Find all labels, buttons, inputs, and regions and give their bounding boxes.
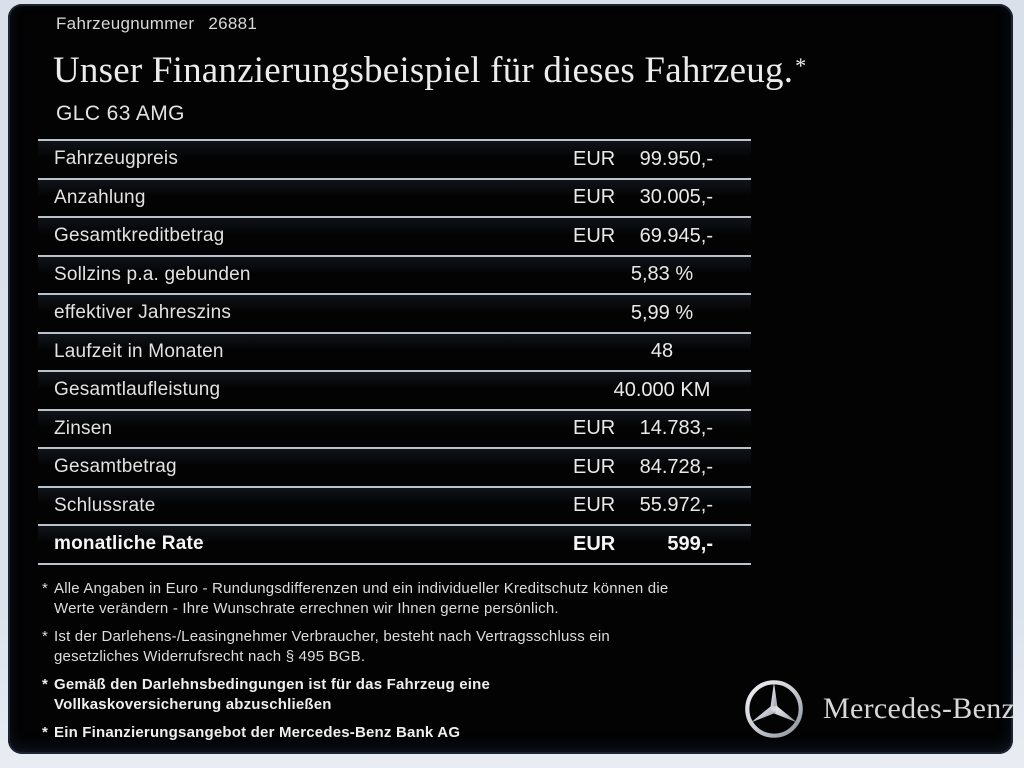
table-row-gesamtbetrag: Gesamtbetrag EUR 84.728,- <box>38 447 751 486</box>
row-label: Gesamtkreditbetrag <box>54 225 225 247</box>
row-value: EUR 599,- <box>573 533 751 556</box>
currency-code: EUR <box>573 532 616 555</box>
row-label: effektiver Jahreszins <box>54 302 232 324</box>
row-value: 5,99 % <box>630 301 694 324</box>
amount: 14.783,- <box>639 417 713 440</box>
table-row-anzahlung: Anzahlung EUR 30.005,- <box>38 177 751 216</box>
table-row-sollzins: Sollzins p.a. gebunden 5,83 % <box>38 254 751 293</box>
row-value: 5,83 % <box>630 263 694 286</box>
footnote-marker: * <box>42 676 48 693</box>
amount: 30.005,- <box>639 186 713 209</box>
currency-code: EUR <box>573 224 616 247</box>
vehicle-number: Fahrzeugnummer 26881 <box>56 13 257 35</box>
footnote-4: * Ein Finanzierungsangebot der Mercedes-… <box>42 723 742 743</box>
vehicle-number-label: Fahrzeugnummer <box>56 14 195 33</box>
amount: 599,- <box>667 532 713 555</box>
row-value: EUR 30.005,- <box>573 186 751 209</box>
row-label: monatliche Rate <box>54 533 204 555</box>
row-value: 40.000 KM <box>613 378 711 401</box>
table-row-zinsen: Zinsen EUR 14.783,- <box>38 408 751 447</box>
footnote-marker: * <box>42 580 48 597</box>
footnote-text: Alle Angaben in Euro - Rundungsdifferenz… <box>54 580 669 617</box>
table-row-jahreszins: effektiver Jahreszins 5,99 % <box>38 293 751 332</box>
brand-name: Mercedes-Benz <box>823 692 1016 725</box>
footnote-2: * Ist der Darlehens-/Leasingnehmer Verbr… <box>42 627 742 667</box>
row-label: Fahrzeugpreis <box>54 148 179 170</box>
footnote-text: Ein Finanzierungsangebot der Mercedes-Be… <box>54 724 461 741</box>
footnote-1: * Alle Angaben in Euro - Rundungsdiffere… <box>42 579 742 619</box>
row-value: EUR 99.950,- <box>573 148 751 171</box>
title-footnote-marker: * <box>795 53 807 78</box>
table-row-laufzeit: Laufzeit in Monaten 48 <box>38 331 751 370</box>
currency-code: EUR <box>573 417 616 440</box>
row-value: 48 <box>650 340 674 363</box>
table-row-gesamtkreditbetrag: Gesamtkreditbetrag EUR 69.945,- <box>38 216 751 255</box>
currency-code: EUR <box>573 186 616 209</box>
amount: 55.972,- <box>639 494 713 517</box>
table-row-schlussrate: Schlussrate EUR 55.972,- <box>38 485 751 524</box>
row-label: Zinsen <box>54 417 113 439</box>
footnote-marker: * <box>42 724 48 741</box>
vehicle-number-value: 26881 <box>208 14 258 33</box>
row-label: Schlussrate <box>54 494 156 516</box>
vehicle-model: GLC 63 AMG <box>56 102 185 125</box>
brand-area: Mercedes-Benz <box>744 679 1015 739</box>
row-value: EUR 55.972,- <box>573 494 751 517</box>
row-label: Laufzeit in Monaten <box>54 340 224 362</box>
row-label: Anzahlung <box>54 186 146 208</box>
page-title: Unser Finanzierungsbeispiel für dieses F… <box>53 44 983 93</box>
row-label: Gesamtbetrag <box>54 456 177 478</box>
table-row-gesamtlaufleistung: Gesamtlaufleistung 40.000 KM <box>38 370 751 409</box>
currency-code: EUR <box>573 494 616 517</box>
finance-sheet: Fahrzeugnummer 26881 Unser Finanzierungsb… <box>8 4 1015 754</box>
currency-code: EUR <box>573 455 616 478</box>
row-label: Sollzins p.a. gebunden <box>54 263 251 285</box>
footnote-text: Ist der Darlehens-/Leasingnehmer Verbrau… <box>54 628 610 665</box>
footnote-text: Gemäß den Darlehnsbedingungen ist für da… <box>54 676 491 713</box>
currency-code: EUR <box>573 147 616 170</box>
row-value: EUR 84.728,- <box>573 456 751 479</box>
finance-table: Fahrzeugpreis EUR 99.950,- Anzahlung EUR… <box>38 139 751 565</box>
mercedes-star-icon <box>745 680 803 738</box>
footnotes: * Alle Angaben in Euro - Rundungsdiffere… <box>42 579 742 751</box>
page-title-text: Unser Finanzierungsbeispiel für dieses F… <box>53 50 794 91</box>
footnote-marker: * <box>42 628 48 645</box>
amount: 84.728,- <box>639 455 713 478</box>
table-row-monatliche-rate: monatliche Rate EUR 599,- <box>38 524 751 563</box>
row-label: Gesamtlaufleistung <box>54 379 221 401</box>
amount: 69.945,- <box>639 224 713 247</box>
table-row-fahrzeugpreis: Fahrzeugpreis EUR 99.950,- <box>38 139 751 178</box>
row-value: EUR 69.945,- <box>573 225 751 248</box>
footnote-3: * Gemäß den Darlehnsbedingungen ist für … <box>42 675 742 715</box>
amount: 99.950,- <box>639 147 713 170</box>
row-value: EUR 14.783,- <box>573 417 751 440</box>
